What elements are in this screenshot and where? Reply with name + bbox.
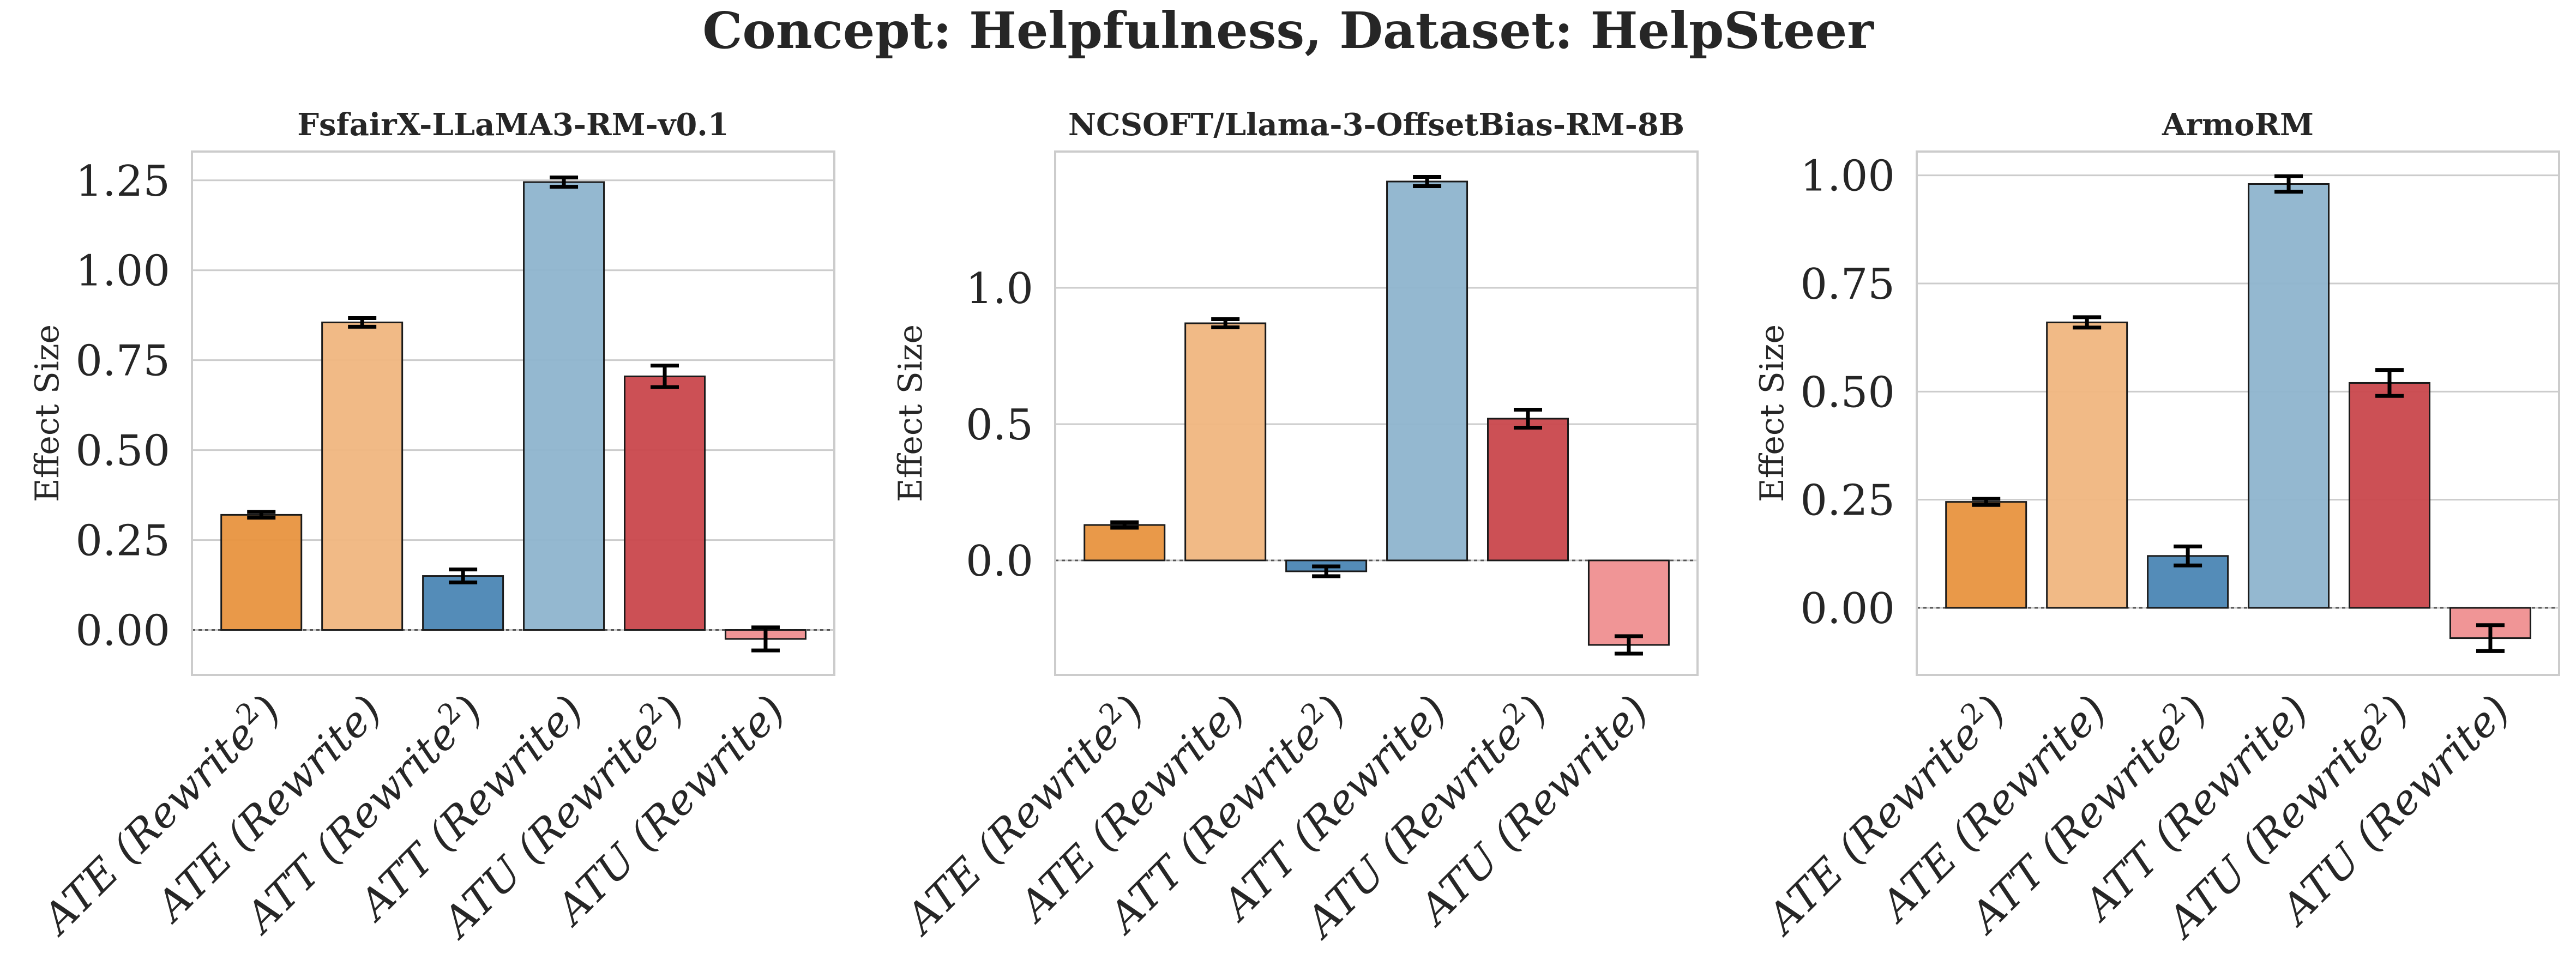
y-tick-label: 0.25 — [1800, 476, 1895, 526]
bar — [624, 375, 706, 631]
bar — [1487, 418, 1569, 561]
panel-title: FsfairX-LLaMA3-RM-v0.1 — [297, 107, 729, 143]
bar — [1184, 322, 1267, 561]
y-tick-label: 0.50 — [75, 427, 170, 476]
bar — [2046, 321, 2128, 609]
plot-frame — [191, 150, 835, 676]
bar — [1945, 501, 2027, 609]
y-tick-label: 0.75 — [75, 337, 170, 386]
y-tick-label: 1.0 — [966, 264, 1033, 313]
bar — [422, 575, 504, 631]
y-tick-label: 0.50 — [1800, 368, 1895, 417]
y-axis-label: Effect Size — [28, 324, 67, 502]
bar — [1084, 524, 1166, 561]
y-tick-label: 1.25 — [75, 157, 170, 206]
y-tick-label: 1.00 — [75, 247, 170, 296]
y-axis-label: Effect Size — [1753, 324, 1791, 502]
y-tick-label: 0.25 — [75, 517, 170, 566]
bar — [2248, 183, 2330, 609]
panel-title: NCSOFT/Llama-3-OffsetBias-RM-8B — [1068, 107, 1684, 143]
bar — [220, 514, 303, 631]
bar — [523, 181, 605, 631]
y-tick-label: 0.00 — [75, 607, 170, 656]
plot-frame — [1054, 150, 1699, 676]
bar — [1386, 180, 1468, 561]
bar — [321, 321, 404, 631]
bar — [2349, 382, 2431, 609]
figure-title: Concept: Helpfulness, Dataset: HelpSteer — [702, 1, 1874, 60]
y-tick-label: 0.75 — [1800, 260, 1895, 309]
y-tick-label: 0.5 — [966, 401, 1033, 450]
y-tick-label: 0.0 — [966, 537, 1033, 586]
plot-frame — [1916, 150, 2560, 676]
panel-title: ArmoRM — [2162, 107, 2314, 143]
y-axis-label: Effect Size — [892, 324, 930, 502]
bar — [1587, 559, 1670, 646]
y-tick-label: 1.00 — [1800, 152, 1895, 201]
y-tick-label: 0.00 — [1800, 584, 1895, 633]
